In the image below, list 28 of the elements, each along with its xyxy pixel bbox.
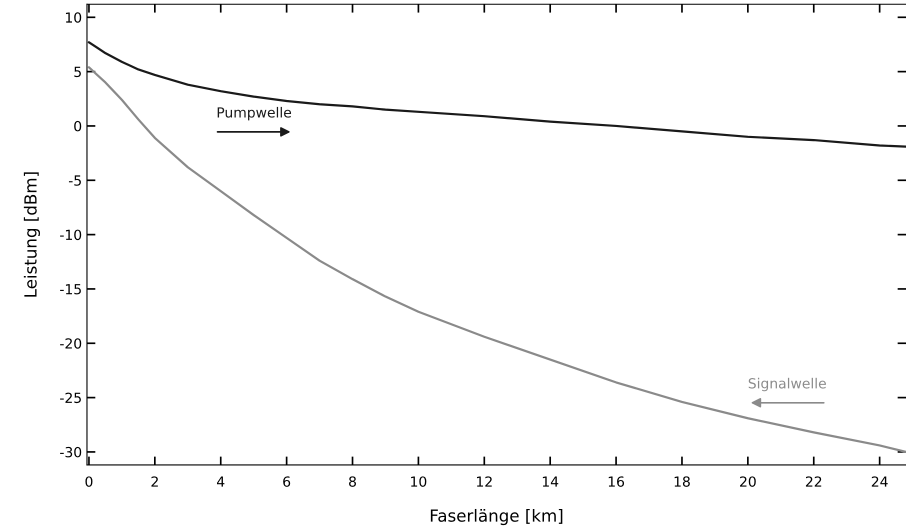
x-tick-label: 12 bbox=[476, 476, 492, 487]
x-tick-label: 8 bbox=[349, 476, 356, 487]
x-tick-label: 0 bbox=[85, 476, 92, 487]
y-tick-label: 5 bbox=[74, 66, 81, 78]
x-tick-label: 16 bbox=[608, 476, 624, 487]
y-tick-label: 10 bbox=[66, 12, 82, 23]
line-series bbox=[88, 66, 906, 454]
line-series bbox=[88, 41, 906, 148]
y-tick-label: -20 bbox=[60, 338, 82, 349]
y-tick-label: -25 bbox=[60, 392, 81, 404]
annotation: Pumpwelle bbox=[218, 106, 292, 120]
annotation: Signalwelle bbox=[748, 378, 826, 392]
x-tick-label: 20 bbox=[740, 476, 756, 487]
x-tick-label: 22 bbox=[806, 476, 822, 487]
y-tick-label: -10 bbox=[60, 230, 82, 240]
x-tick-label: 24 bbox=[872, 476, 888, 487]
x-tick-label: 10 bbox=[411, 476, 426, 487]
x-tick-label: 4 bbox=[216, 476, 224, 487]
x-tick-label: 14 bbox=[542, 476, 558, 487]
y-tick-label: -30 bbox=[60, 446, 82, 458]
x-tick-label: 2 bbox=[151, 476, 158, 487]
y-axis-title: Leistung [dBm] bbox=[24, 172, 40, 297]
y-tick-label: -15 bbox=[60, 284, 81, 294]
x-axis-title: Faserlänge [km] bbox=[430, 508, 562, 526]
y-tick-label: -5 bbox=[68, 175, 81, 186]
y-tick-label: 0 bbox=[74, 120, 82, 132]
x-tick-label: 18 bbox=[674, 476, 690, 487]
x-tick-label: 6 bbox=[283, 476, 290, 487]
